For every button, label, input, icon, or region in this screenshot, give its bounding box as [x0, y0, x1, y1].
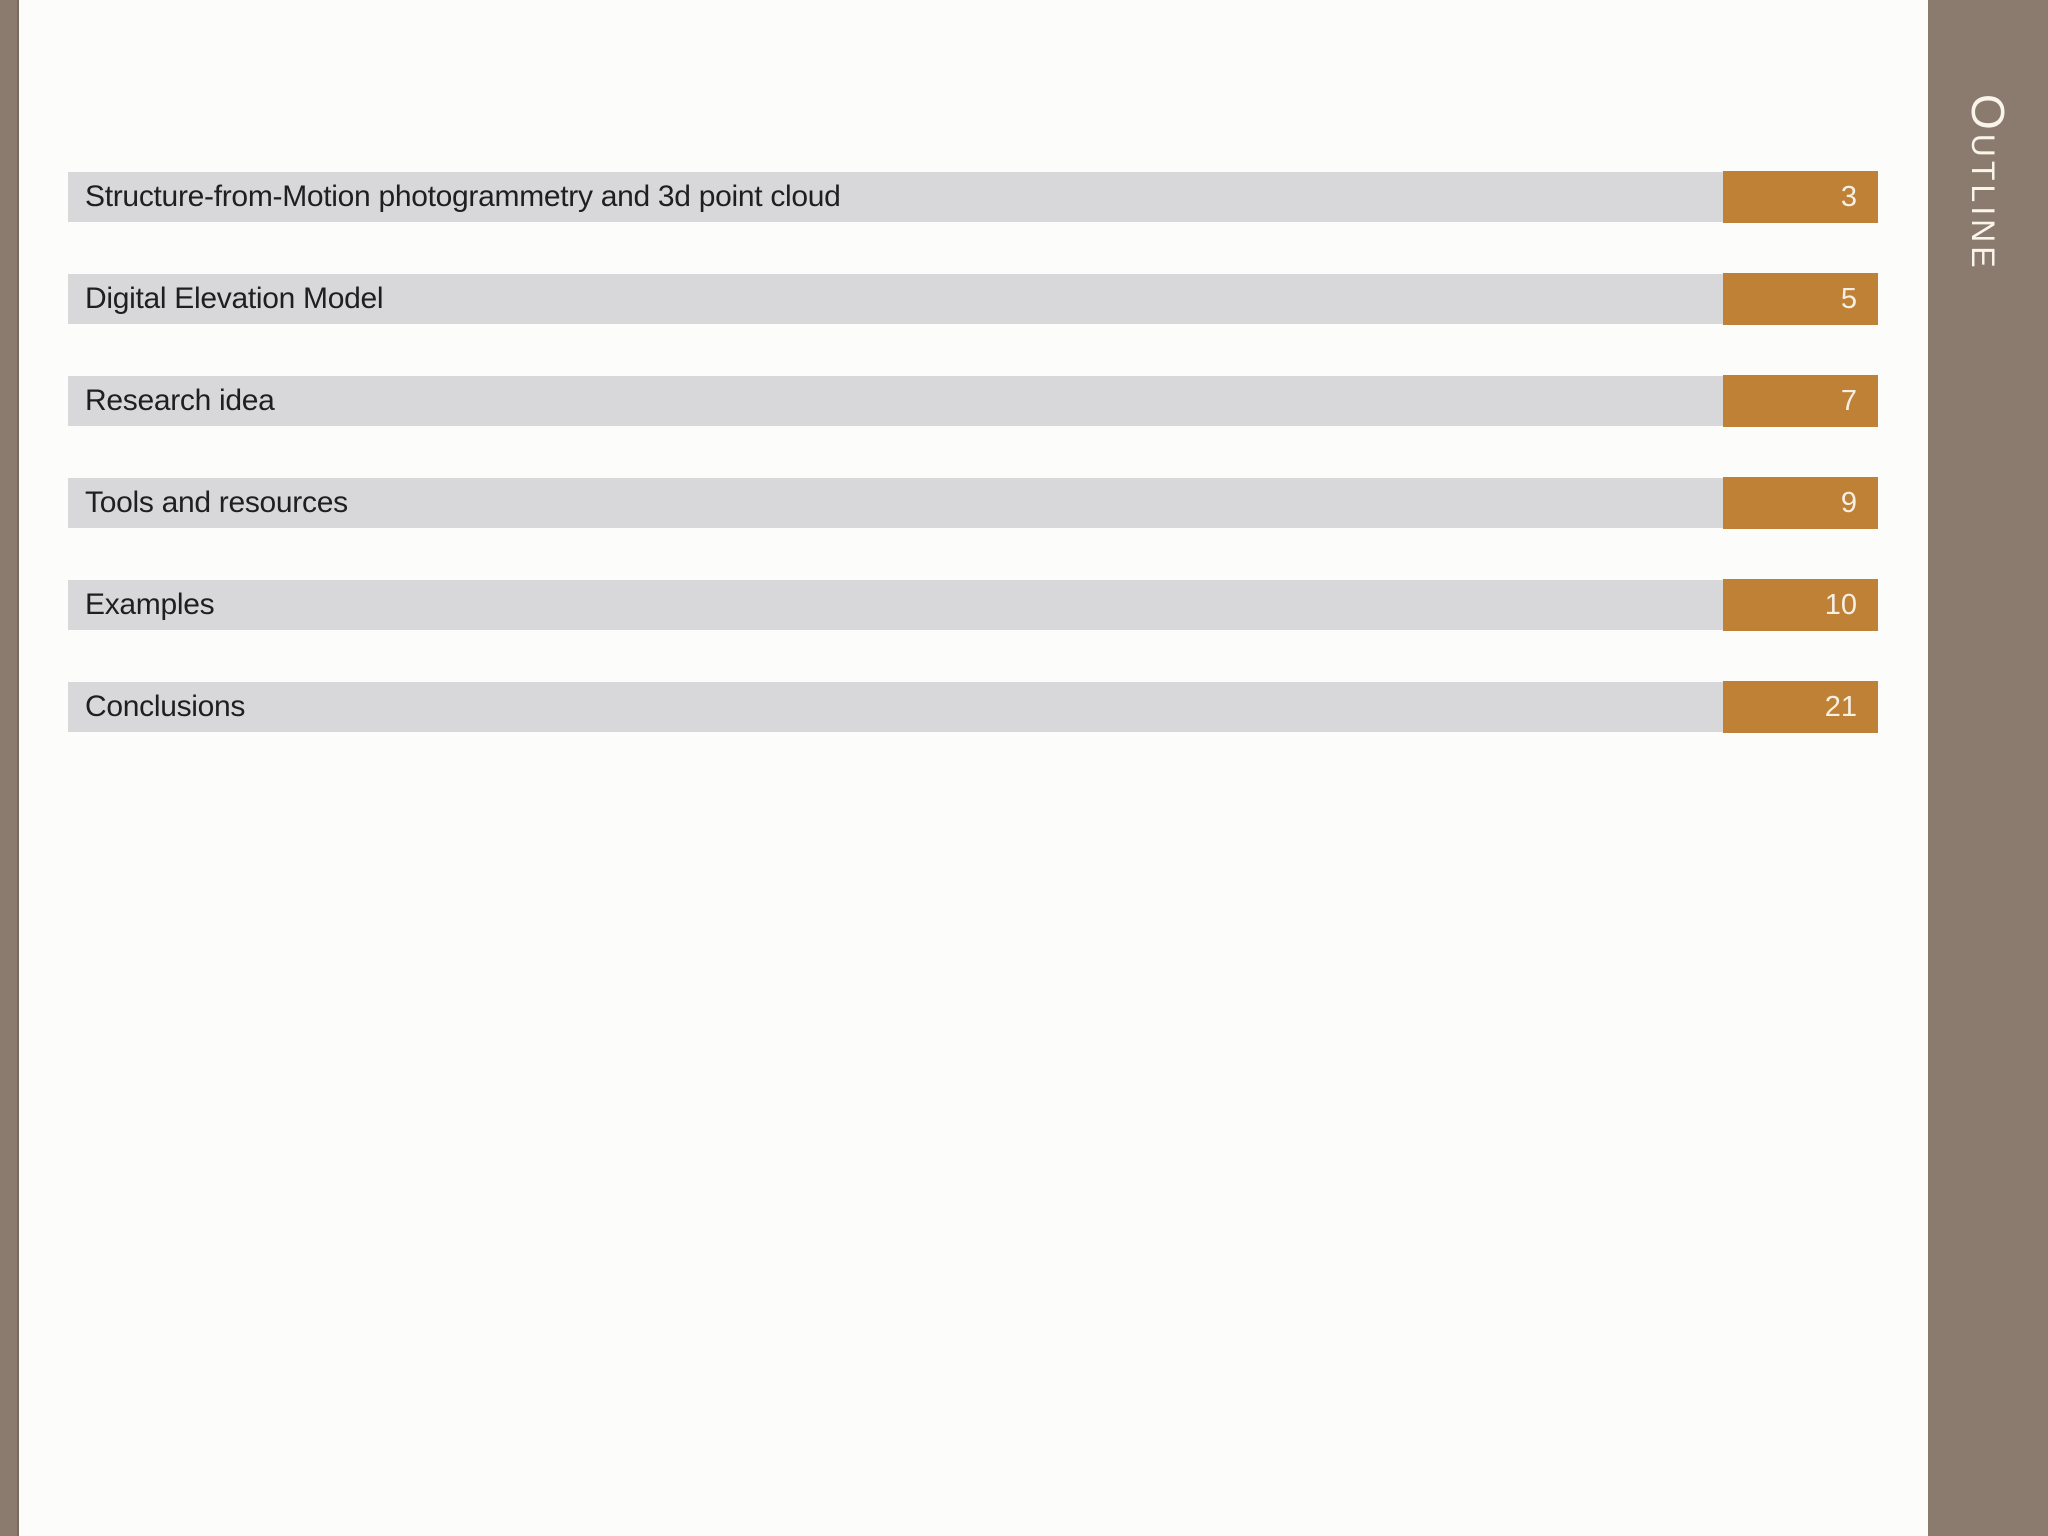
toc-row[interactable]: Digital Elevation Model 5	[68, 273, 1878, 325]
toc-row-page-badge: 10	[1723, 579, 1878, 631]
toc-row-page-badge: 5	[1723, 273, 1878, 325]
toc-list: Structure-from-Motion photogrammetry and…	[68, 171, 1878, 733]
toc-row-label: Tools and resources	[68, 478, 1723, 528]
outline-sidebar: Outline	[1928, 0, 2048, 1536]
toc-row[interactable]: Examples 10	[68, 579, 1878, 631]
toc-row-label: Examples	[68, 580, 1723, 630]
toc-row[interactable]: Conclusions 21	[68, 681, 1878, 733]
left-edge-strip	[0, 0, 19, 1536]
toc-row[interactable]: Tools and resources 9	[68, 477, 1878, 529]
toc-row-page-badge: 3	[1723, 171, 1878, 223]
toc-row-label: Structure-from-Motion photogrammetry and…	[68, 172, 1723, 222]
toc-row-label: Conclusions	[68, 682, 1723, 732]
toc-row-label: Research idea	[68, 376, 1723, 426]
toc-row[interactable]: Research idea 7	[68, 375, 1878, 427]
toc-row-label: Digital Elevation Model	[68, 274, 1723, 324]
toc-row-page-badge: 7	[1723, 375, 1878, 427]
toc-row-page-badge: 21	[1723, 681, 1878, 733]
toc-row-page-badge: 9	[1723, 477, 1878, 529]
outline-vertical-title: Outline	[1962, 94, 2014, 272]
toc-row[interactable]: Structure-from-Motion photogrammetry and…	[68, 171, 1878, 223]
